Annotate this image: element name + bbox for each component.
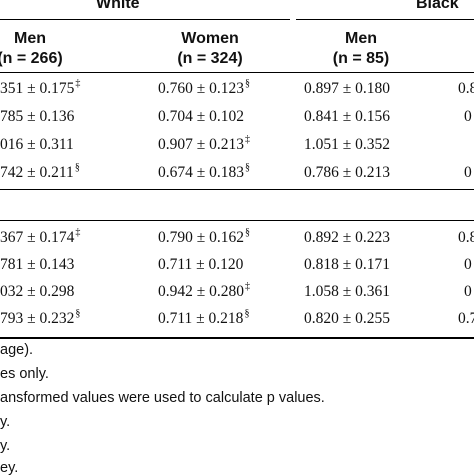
table-cell: 0.674 ± 0.183§ [158, 162, 251, 181]
table-cell: 367 ± 0.174‡ [0, 227, 81, 246]
column-header-white-men: Men (n = 266) [0, 29, 70, 69]
column-n: (n = 266) [0, 50, 63, 67]
table-cell: 0.892 ± 0.223 [304, 229, 391, 246]
table-cell: 0 [464, 108, 472, 125]
table-cell: 0.942 ± 0.280‡ [158, 281, 251, 300]
table-cell: 0 [464, 283, 472, 300]
table-cell: 785 ± 0.136 [0, 108, 75, 125]
column-title: Women [181, 30, 239, 47]
table-cell: 0.704 ± 0.102 [158, 108, 245, 125]
table-bottom-rule [0, 337, 474, 339]
table-cell: 0 [464, 164, 472, 181]
header-bottom-rule [0, 72, 474, 73]
block-separator-rule [0, 220, 474, 221]
table-cell: 0 [464, 256, 472, 273]
table-cell: 0.760 ± 0.123§ [158, 78, 251, 97]
column-header-white-women: Women (n = 324) [150, 29, 270, 69]
table-cell: 0.841 ± 0.156 [304, 108, 391, 125]
footnote: age). [0, 342, 34, 358]
column-n: (n = 324) [177, 50, 243, 67]
table-cell: 0.8 [458, 229, 474, 246]
block-separator-rule [0, 189, 474, 190]
table-cell: 0.711 ± 0.218§ [158, 308, 250, 327]
table-cell: 742 ± 0.211§ [0, 162, 80, 181]
table-cell: 0.907 ± 0.213‡ [158, 134, 251, 153]
table-cell: 0.7 [458, 310, 474, 327]
table-cell: 793 ± 0.232§ [0, 308, 81, 327]
table-cell: 0.818 ± 0.171 [304, 256, 391, 273]
footnote: y. [0, 414, 11, 430]
footnote: y. [0, 438, 11, 454]
table-cell: 0.790 ± 0.162§ [158, 227, 251, 246]
footnote: ansformed values were used to calculate … [0, 390, 325, 406]
table-cell: 0.897 ± 0.180 [304, 80, 391, 97]
table-cell: 781 ± 0.143 [0, 256, 75, 273]
table-cell: 0.786 ± 0.213 [304, 164, 391, 181]
table-cell: 032 ± 0.298 [0, 283, 75, 300]
table-cell: 0.8 [458, 80, 474, 97]
table-cell: 016 ± 0.311 [0, 136, 74, 153]
table-cell: 1.058 ± 0.361 [304, 283, 391, 300]
group-header-black: Black [416, 0, 459, 12]
footnote: ey. [0, 460, 19, 476]
column-title: Men [345, 30, 377, 47]
group-header-white: White [96, 0, 140, 12]
table-cell: 351 ± 0.175‡ [0, 78, 81, 97]
table-cell: 0.711 ± 0.120 [158, 256, 244, 273]
table-cell: 0.820 ± 0.255 [304, 310, 391, 327]
table-cell: 1.051 ± 0.352 [304, 136, 391, 153]
group-underline-black [296, 19, 474, 20]
column-n: (n = 85) [332, 50, 390, 67]
group-underline-white [0, 19, 290, 20]
column-title: Men [14, 30, 46, 47]
column-header-black-men: Men (n = 85) [306, 29, 416, 69]
footnote: es only. [0, 366, 49, 382]
